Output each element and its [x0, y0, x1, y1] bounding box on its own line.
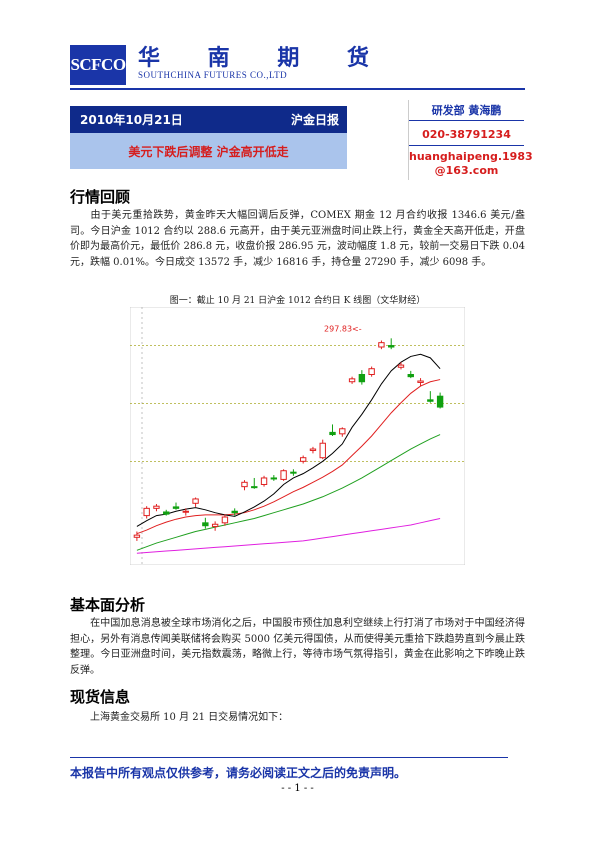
candle-body	[388, 345, 395, 348]
candle-body	[378, 342, 385, 348]
email-line-2[interactable]: @163.com	[434, 164, 499, 177]
report-date: 2010年10月21日	[80, 113, 183, 127]
market-review-body: 由于美元重拾跌势，黄金昨天大幅回调后反弹，COMEX 期金 12 月合约收报 1…	[70, 210, 525, 268]
disclaimer: 本报告中所有观点仅供参考，请务必阅读正文之后的免责声明。	[70, 766, 407, 780]
candle-body	[299, 457, 307, 462]
candle-body	[270, 477, 278, 480]
ma10-line	[136, 379, 441, 535]
market-review-text: 由于美元重拾跌势，黄金昨天大幅回调后反弹，COMEX 期金 12 月合约收报 1…	[70, 208, 525, 270]
contact-divider	[409, 145, 524, 146]
candle-body	[211, 523, 219, 527]
company-name-cn: 华 南 期 货	[138, 46, 389, 71]
ma20-line	[136, 434, 441, 551]
high-annotation: 297.83<-	[324, 325, 362, 334]
candle-body	[348, 378, 356, 383]
candle-body	[133, 534, 141, 538]
candle-body	[182, 510, 189, 513]
candle-body	[231, 510, 238, 514]
report-banner: 2010年10月21日 沪金日报 美元下跌后调整 沪金高开低走	[70, 106, 347, 169]
page-number: - - 1 - -	[281, 783, 314, 794]
candle-body	[436, 395, 444, 408]
candle-body	[280, 470, 287, 480]
contact-divider	[409, 120, 524, 121]
chart-frame	[130, 307, 465, 565]
candle-body	[143, 507, 150, 517]
section-title-fundamentals: 基本面分析	[70, 596, 146, 614]
candle-body	[427, 399, 434, 402]
contact-box: 研发部 黄海鹏 020-38791234 huanghaipeng.1983 @…	[408, 100, 533, 180]
ma60-line	[136, 517, 441, 554]
candle-body	[339, 428, 346, 435]
spot-text: 上海黄金交易所 10 月 21 日交易情况如下：	[70, 710, 525, 726]
candle-body	[260, 477, 268, 485]
candle-body	[358, 374, 366, 383]
fundamentals-body: 在中国加息消息被全球市场消化之后，中国股市预住加息利空继续上行打消了市场对于中国…	[70, 618, 525, 676]
author-email[interactable]: huanghaipeng.1983 @163.com	[409, 150, 533, 178]
report-type: 沪金日报	[290, 113, 339, 127]
figure-caption: 图一：截止 10 月 21 日沪金 1012 合约日 K 线图（文华财经）	[169, 296, 426, 306]
company-logo: SCFCO	[70, 45, 126, 85]
kline-chart: 297.83<-	[130, 307, 465, 565]
company-name-en: SOUTHCHINA FUTURES CO.,LTD	[138, 70, 288, 80]
candle-body	[319, 442, 326, 459]
candle-body	[153, 505, 160, 509]
candle-body	[368, 368, 375, 376]
candle-body	[202, 522, 209, 527]
ma5-line	[136, 353, 441, 527]
author-phone: 020-38791234	[422, 128, 511, 141]
candle-body	[251, 486, 258, 489]
report-headline: 美元下跌后调整 沪金高开低走	[70, 133, 347, 169]
candle-body	[397, 364, 405, 368]
email-line-1[interactable]: huanghaipeng.1983	[409, 150, 533, 163]
candle-body	[221, 516, 229, 524]
candle-body	[192, 498, 199, 504]
candle-body	[163, 511, 170, 515]
section-title-market-review: 行情回顾	[70, 188, 131, 206]
spot-body: 上海黄金交易所 10 月 21 日交易情况如下：	[90, 712, 289, 723]
candle-body	[309, 448, 317, 451]
candle-body	[329, 431, 336, 436]
header-divider	[70, 88, 525, 90]
section-title-spot: 现货信息	[70, 688, 131, 706]
candle-body	[407, 374, 414, 378]
author-name: 研发部 黄海鹏	[431, 104, 502, 117]
banner-top: 2010年10月21日 沪金日报	[70, 106, 347, 133]
fundamentals-text: 在中国加息消息被全球市场消化之后，中国股市预住加息利空继续上行打消了市场对于中国…	[70, 616, 525, 678]
footer-divider	[70, 757, 508, 758]
candle-body	[417, 380, 424, 383]
candle-body	[172, 506, 180, 509]
candle-body	[290, 471, 297, 474]
candle-body	[241, 481, 248, 488]
